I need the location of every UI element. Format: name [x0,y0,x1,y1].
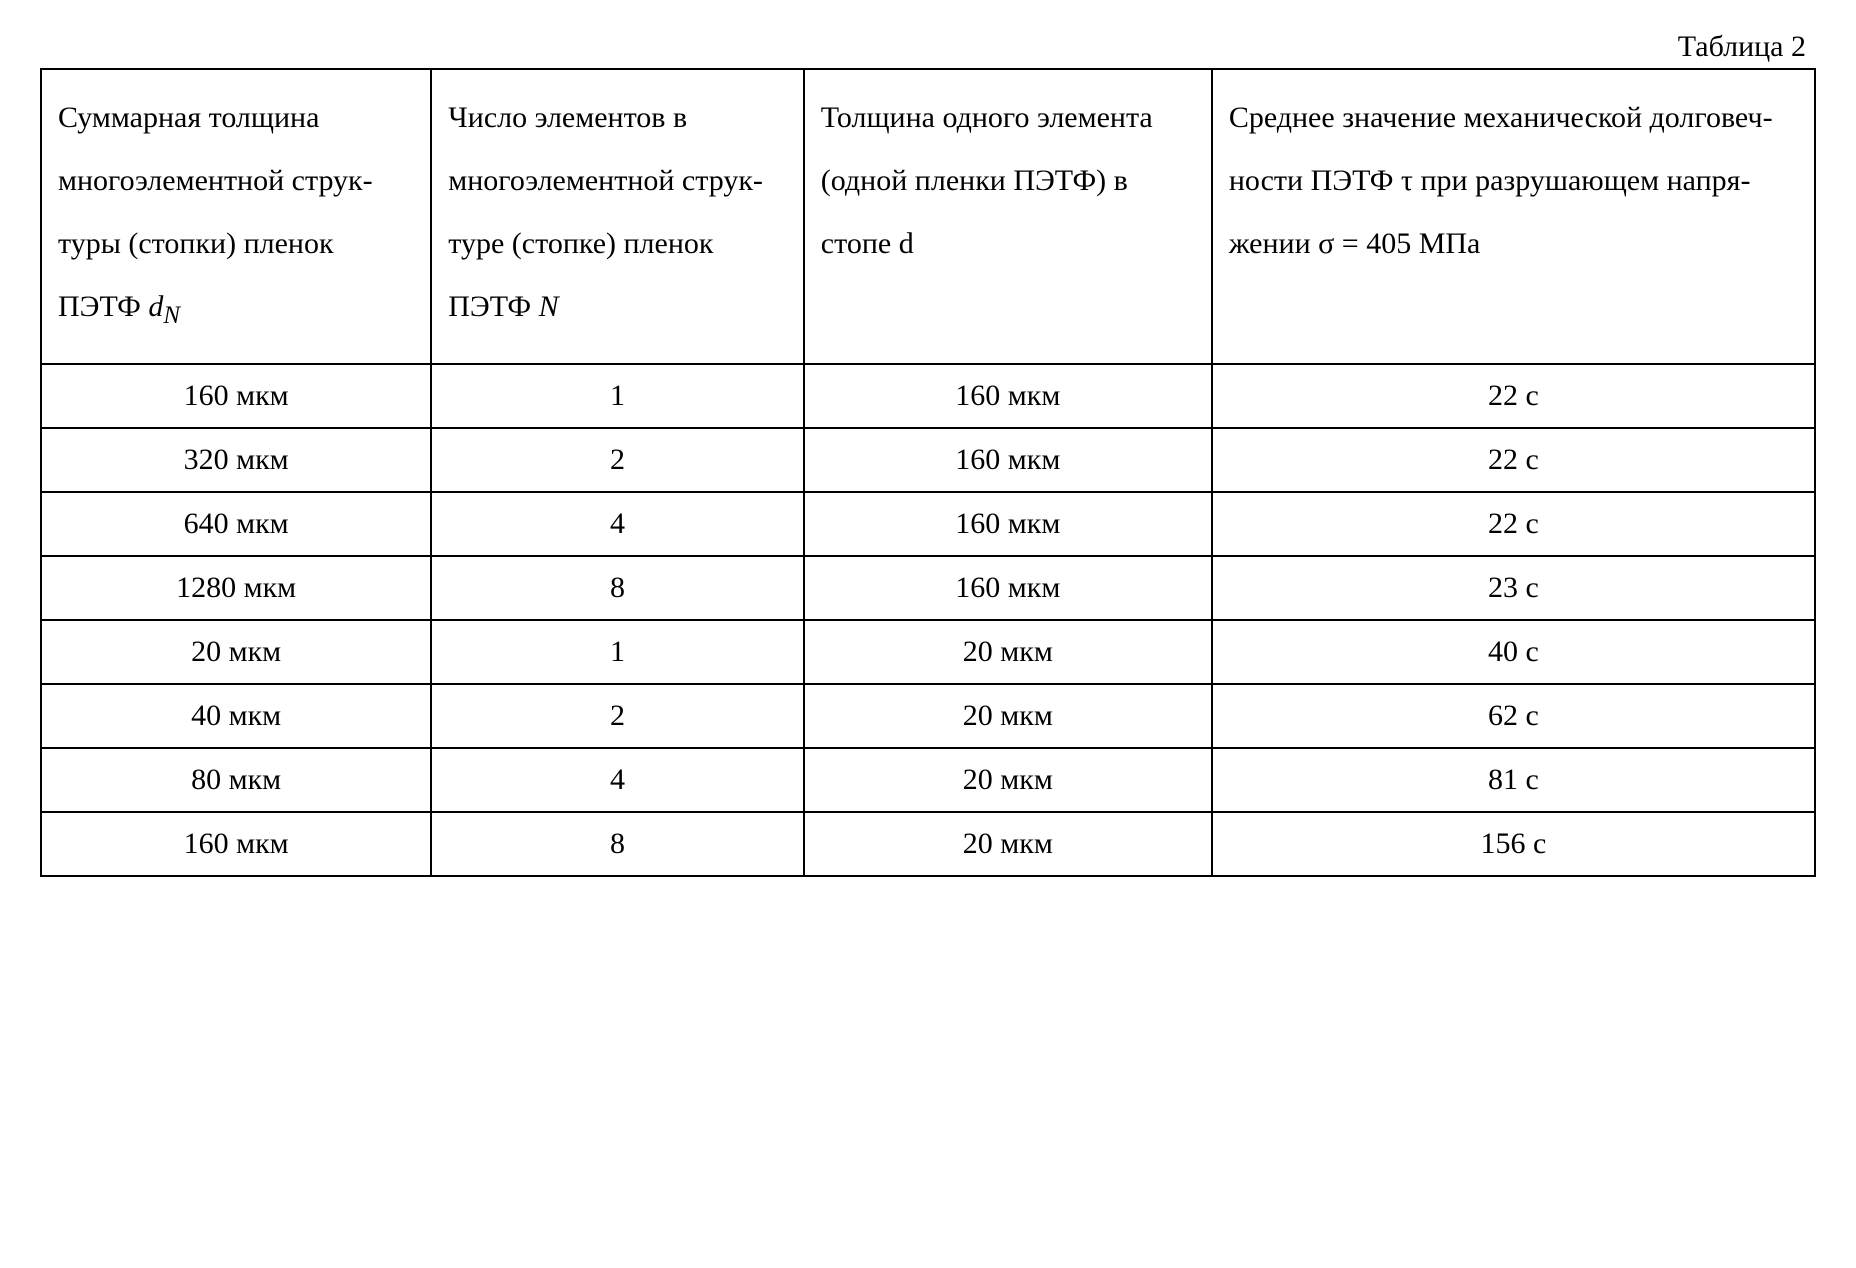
cell: 160 мкм [41,812,431,876]
header-var: d [148,290,163,323]
cell: 1 [431,620,804,684]
cell: 160 мкм [804,428,1212,492]
header-sub: N [163,302,180,329]
cell: 4 [431,748,804,812]
table-body: 160 мкм 1 160 мкм 22 с 320 мкм 2 160 мкм… [41,364,1815,876]
cell: 40 с [1212,620,1815,684]
cell: 156 с [1212,812,1815,876]
cell: 4 [431,492,804,556]
cell: 2 [431,684,804,748]
table-header-row: Суммарная тол­щина многоэле­ментной стру… [41,69,1815,364]
table-row: 640 мкм 4 160 мкм 22 с [41,492,1815,556]
cell: 20 мкм [804,812,1212,876]
cell: 20 мкм [804,748,1212,812]
header-col-2: Число элемен­тов в многоэле­ментной стру… [431,69,804,364]
cell: 62 с [1212,684,1815,748]
cell: 2 [431,428,804,492]
cell: 20 мкм [41,620,431,684]
header-text: Число элемен­тов в многоэле­ментной стру… [448,101,763,323]
table-row: 160 мкм 1 160 мкм 22 с [41,364,1815,428]
table-row: 1280 мкм 8 160 мкм 23 с [41,556,1815,620]
cell: 1280 мкм [41,556,431,620]
cell: 23 с [1212,556,1815,620]
cell: 20 мкм [804,684,1212,748]
cell: 640 мкм [41,492,431,556]
table-row: 160 мкм 8 20 мкм 156 с [41,812,1815,876]
table-row: 320 мкм 2 160 мкм 22 с [41,428,1815,492]
cell: 8 [431,556,804,620]
cell: 40 мкм [41,684,431,748]
header-text: Суммарная тол­щина многоэле­ментной стру… [58,101,373,323]
cell: 1 [431,364,804,428]
cell: 22 с [1212,492,1815,556]
header-col-3: Толщина одного элемента (одной пленки ПЭ… [804,69,1212,364]
header-col-4: Среднее значение ме­ханической долговеч­… [1212,69,1815,364]
cell: 160 мкм [804,492,1212,556]
cell: 160 мкм [804,364,1212,428]
cell: 20 мкм [804,620,1212,684]
data-table: Суммарная тол­щина многоэле­ментной стру… [40,68,1816,877]
table-row: 40 мкм 2 20 мкм 62 с [41,684,1815,748]
cell: 81 с [1212,748,1815,812]
header-var: N [539,290,559,323]
cell: 22 с [1212,428,1815,492]
table-row: 80 мкм 4 20 мкм 81 с [41,748,1815,812]
cell: 80 мкм [41,748,431,812]
cell: 160 мкм [41,364,431,428]
header-col-1: Суммарная тол­щина многоэле­ментной стру… [41,69,431,364]
table-row: 20 мкм 1 20 мкм 40 с [41,620,1815,684]
cell: 160 мкм [804,556,1212,620]
cell: 22 с [1212,364,1815,428]
cell: 320 мкм [41,428,431,492]
table-caption: Таблица 2 [40,30,1816,64]
cell: 8 [431,812,804,876]
